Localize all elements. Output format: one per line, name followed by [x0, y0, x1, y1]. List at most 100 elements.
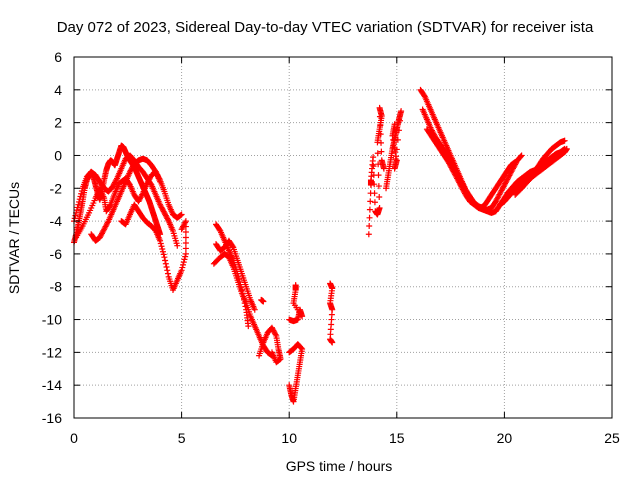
- x-tick-label: 10: [281, 430, 297, 446]
- data-point: [162, 260, 169, 267]
- data-point: [376, 113, 383, 120]
- data-point: [180, 259, 187, 266]
- data-point: [366, 214, 373, 221]
- data-point: [393, 153, 400, 160]
- data-point: [178, 267, 185, 274]
- data-point: [518, 152, 525, 159]
- x-tick-label: 20: [497, 430, 513, 446]
- data-point: [159, 248, 166, 255]
- data-point: [374, 150, 381, 157]
- data-point: [229, 243, 236, 250]
- data-point: [397, 117, 404, 124]
- y-axis-label: SDTVAR / TECUs: [6, 182, 22, 294]
- data-point: [157, 237, 164, 244]
- data-point: [71, 215, 78, 222]
- data-point: [245, 323, 252, 330]
- data-point: [371, 190, 378, 197]
- data-point: [329, 339, 336, 346]
- y-tick-label: 0: [54, 147, 62, 163]
- data-point: [371, 181, 378, 188]
- data-point: [182, 234, 189, 241]
- data-point: [391, 145, 398, 152]
- data-point: [395, 127, 402, 134]
- data-point: [371, 199, 378, 206]
- y-tick-label: -8: [50, 279, 63, 295]
- data-point: [158, 243, 165, 250]
- data-point: [164, 267, 171, 274]
- data-point: [272, 331, 279, 338]
- data-point: [378, 148, 385, 155]
- data-point: [139, 191, 146, 198]
- data-point: [375, 183, 382, 190]
- x-tick-label: 25: [604, 430, 620, 446]
- data-point: [76, 196, 83, 203]
- y-tick-label: -14: [42, 377, 62, 393]
- plot-frame: [73, 56, 613, 419]
- data-point: [268, 349, 275, 356]
- data-point: [179, 264, 186, 271]
- x-axis-label: GPS time / hours: [286, 458, 393, 474]
- data-point: [113, 176, 120, 183]
- data-point: [181, 256, 188, 263]
- x-tick-label: 5: [178, 430, 186, 446]
- data-point: [370, 154, 377, 161]
- data-point: [180, 261, 187, 268]
- data-point: [391, 121, 398, 128]
- data-point: [376, 194, 383, 201]
- data-point: [376, 204, 383, 211]
- data-point: [561, 137, 568, 144]
- y-tick-label: -4: [50, 213, 63, 229]
- data-point: [366, 206, 373, 213]
- chart-title: Day 072 of 2023, Sidereal Day-to-day VTE…: [57, 19, 594, 36]
- data-point: [78, 190, 85, 197]
- data-point: [78, 188, 85, 195]
- data-point: [292, 282, 299, 289]
- data-point: [178, 211, 185, 218]
- data-point: [156, 175, 163, 182]
- data-point: [378, 139, 385, 146]
- data-point: [157, 240, 164, 247]
- data-point: [161, 254, 168, 261]
- data-point: [517, 153, 524, 160]
- y-tick-label: 6: [54, 49, 62, 65]
- data-point: [182, 253, 189, 260]
- data-point: [398, 108, 405, 115]
- data-point: [380, 165, 387, 172]
- data-point: [286, 349, 293, 356]
- data-point: [182, 250, 189, 257]
- data-point: [77, 193, 84, 200]
- data-point: [365, 231, 372, 238]
- data-point: [182, 239, 189, 246]
- data-point: [377, 122, 384, 129]
- y-tick-label: -12: [42, 344, 62, 360]
- data-point: [370, 163, 377, 170]
- y-tick-label: -2: [50, 180, 63, 196]
- data-point: [178, 226, 185, 233]
- data-point: [164, 270, 171, 277]
- data-point: [390, 136, 397, 143]
- data-point: [376, 104, 383, 111]
- data-point: [563, 145, 570, 152]
- data-point: [179, 224, 186, 231]
- data-point: [104, 219, 111, 226]
- data-point: [174, 242, 181, 249]
- data-point: [251, 306, 258, 313]
- data-point: [390, 140, 397, 147]
- data-point: [162, 257, 169, 264]
- data-point: [106, 202, 113, 209]
- y-tick-label: -16: [42, 410, 62, 426]
- data-point: [367, 198, 374, 205]
- data-point: [377, 131, 384, 138]
- data-point: [164, 216, 171, 223]
- data-point: [393, 157, 400, 164]
- grid-lines: [74, 57, 612, 418]
- x-tick-label: 15: [389, 430, 405, 446]
- data-point: [72, 212, 79, 219]
- data-point: [76, 198, 83, 205]
- data-point: [366, 223, 373, 230]
- data-point: [392, 149, 399, 156]
- x-tick-label: 0: [70, 430, 78, 446]
- data-point: [163, 264, 170, 271]
